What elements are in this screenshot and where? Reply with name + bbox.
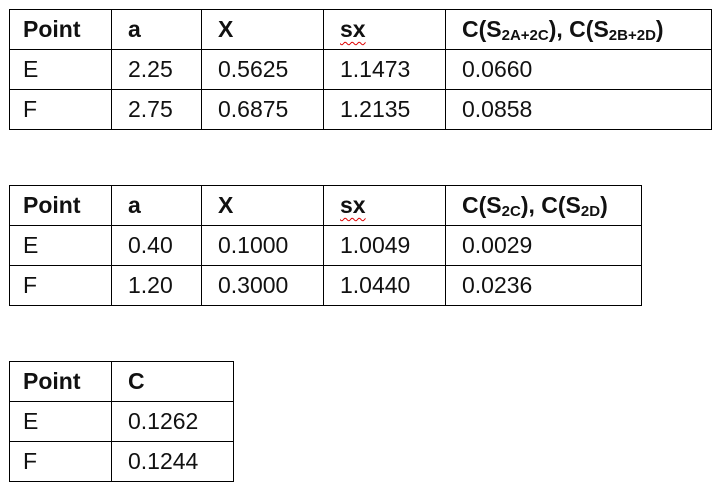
data-table: Point C E 0.1262 F 0.1244 — [9, 361, 234, 482]
header-text: Point — [23, 16, 81, 42]
header-row: Point C — [9, 361, 234, 402]
header-text: sx — [340, 192, 366, 218]
cell: F — [9, 265, 112, 306]
cell: 0.0660 — [445, 49, 712, 90]
cell: 0.0236 — [445, 265, 642, 306]
cell: 0.0029 — [445, 225, 642, 266]
cell: 2.25 — [111, 49, 202, 90]
data-row: E 0.40 0.1000 1.0049 0.0029 — [9, 225, 642, 266]
header-cell: a — [111, 9, 202, 50]
header-cell: Point — [9, 361, 112, 402]
subscript: 2A+2C — [501, 27, 549, 44]
header-cell: C(S2A+2C), C(S2B+2D) — [445, 9, 712, 50]
subscript: 2B+2D — [608, 27, 656, 44]
cell: 1.2135 — [323, 89, 446, 130]
header-cell: sx — [323, 9, 446, 50]
subscript: 2D — [580, 203, 601, 220]
header-text: a — [128, 192, 141, 218]
header-text: sx — [340, 16, 366, 42]
cell: E — [9, 49, 112, 90]
header-text: C — [128, 368, 145, 394]
header-text: X — [218, 16, 234, 42]
header-text: ) — [600, 192, 608, 218]
cell: 0.1244 — [111, 441, 234, 482]
data-row: F 0.1244 — [9, 441, 234, 482]
subscript: 2C — [501, 203, 521, 220]
header-cell: sx — [323, 185, 446, 226]
header-text: ) — [655, 16, 664, 42]
header-cell: Point — [9, 9, 112, 50]
header-cell: a — [111, 185, 202, 226]
header-cell: X — [201, 9, 324, 50]
cell: 0.6875 — [201, 89, 324, 130]
header-cell: Point — [9, 185, 112, 226]
header-text: C(S — [462, 192, 502, 218]
cell: 0.3000 — [201, 265, 324, 306]
header-text: X — [218, 192, 234, 218]
cell: 1.0440 — [323, 265, 446, 306]
cell: 1.0049 — [323, 225, 446, 266]
data-row: F 2.75 0.6875 1.2135 0.0858 — [9, 89, 712, 130]
header-text: C(S — [462, 16, 502, 42]
cell: 0.40 — [111, 225, 202, 266]
cell: E — [9, 225, 112, 266]
data-row: E 0.1262 — [9, 401, 234, 442]
cell: 0.0858 — [445, 89, 712, 130]
header-cell: C(S2C), C(S2D) — [445, 185, 642, 226]
data-row: E 2.25 0.5625 1.1473 0.0660 — [9, 49, 712, 90]
header-text: a — [128, 16, 141, 42]
cell: 0.5625 — [201, 49, 324, 90]
cell: 1.1473 — [323, 49, 446, 90]
cell: E — [9, 401, 112, 442]
cell: F — [9, 441, 112, 482]
cell: 1.20 — [111, 265, 202, 306]
cell: 0.1262 — [111, 401, 234, 442]
header-text: ), C(S — [548, 16, 609, 42]
header-cell: X — [201, 185, 324, 226]
cell: 0.1000 — [201, 225, 324, 266]
data-row: F 1.20 0.3000 1.0440 0.0236 — [9, 265, 642, 306]
header-text: ), C(S — [520, 192, 581, 218]
header-text: Point — [23, 192, 81, 218]
header-text: Point — [23, 368, 81, 394]
header-cell: C — [111, 361, 234, 402]
cell: 2.75 — [111, 89, 202, 130]
cell: F — [9, 89, 112, 130]
